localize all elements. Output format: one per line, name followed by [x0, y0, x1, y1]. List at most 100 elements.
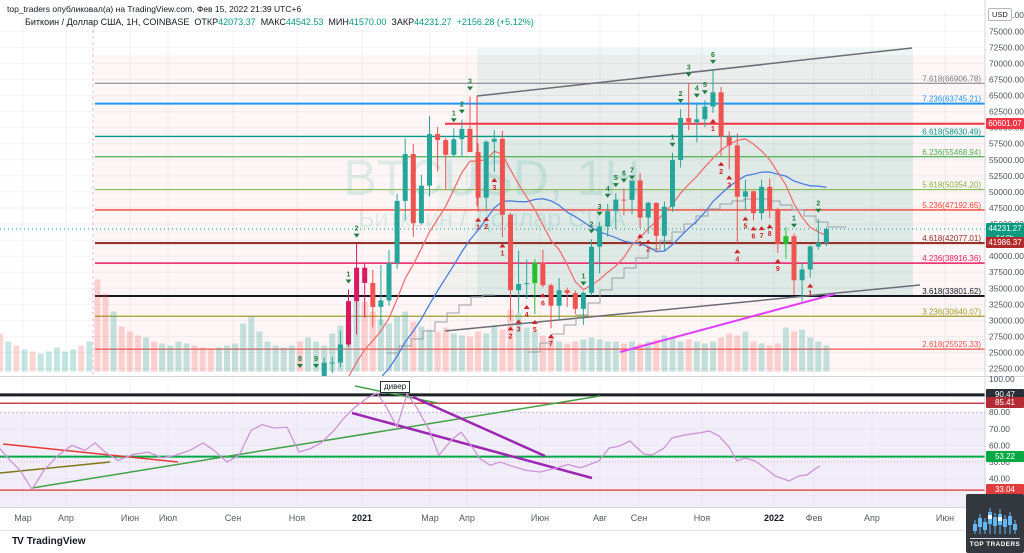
candle: [329, 362, 335, 364]
candle: [710, 92, 716, 107]
tradingview-logo-text: TradingView: [26, 536, 86, 547]
td-count: 3: [468, 78, 472, 85]
rsi-line: [0, 392, 821, 491]
publish-info: top_traders опубликовал(а) на TradingVie…: [7, 4, 302, 14]
candle: [767, 186, 773, 210]
price-axis-label: 72500.00: [989, 42, 1024, 52]
candle: [791, 236, 797, 281]
td-count: 5: [614, 175, 618, 182]
tradingview-logo-icon: TV: [12, 536, 24, 547]
td-buy-triangle: [718, 161, 725, 166]
time-axis-label: Фев: [806, 513, 823, 523]
candle: [751, 191, 756, 214]
trendline: [619, 293, 836, 353]
td-buy-triangle: [491, 177, 498, 182]
symbol-legend[interactable]: Биткоин / Доллар США, 1Н, COINBASE ОТКР42…: [25, 16, 534, 29]
chart-legend: top_traders опубликовал(а) на TradingVie…: [7, 3, 534, 29]
td-buy-triangle: [523, 304, 530, 309]
candle: [337, 344, 343, 363]
td-sell-triangle: [629, 175, 635, 180]
currency-usd-button[interactable]: USD: [988, 8, 1012, 21]
td-count: 1: [347, 272, 351, 279]
price-axis-label: 30000.00: [989, 315, 1024, 325]
candle: [459, 128, 465, 140]
candle: [637, 180, 643, 218]
time-axis-label: Апр: [459, 513, 475, 523]
td-count: 4: [735, 256, 739, 263]
td-buy-triangle: [507, 326, 514, 331]
td-count: 2: [355, 226, 359, 233]
td-buy-triangle: [499, 243, 506, 248]
price-axis-label: 35000.00: [989, 283, 1024, 293]
td-count: 1: [500, 251, 504, 258]
ma-slow-line: [381, 171, 827, 376]
price-axis-label: 27500.00: [989, 331, 1024, 341]
td-buy-triangle: [645, 239, 652, 244]
candle: [678, 118, 684, 161]
rsi-axis-label: 40.00: [989, 474, 1010, 484]
price-axis-label: 50000.00: [989, 187, 1024, 197]
td-sell-triangle: [612, 183, 619, 188]
td-sell-triangle: [450, 118, 457, 123]
td-count: 1: [476, 225, 480, 232]
divergence-label[interactable]: дивер: [380, 381, 411, 393]
time-axis-label: Апр: [864, 513, 880, 523]
time-axis-label: Июн: [531, 513, 549, 523]
td-count: 3: [727, 182, 731, 189]
time-axis-label: 2022: [764, 513, 784, 523]
td-count: 6: [541, 300, 545, 307]
candle: [580, 292, 586, 309]
td-buy-triangle: [734, 249, 741, 254]
low-label: МИН: [328, 17, 349, 27]
candle: [548, 285, 554, 306]
fib-label: 2.618(25525.33): [922, 340, 981, 349]
candle: [491, 138, 497, 142]
rsi-badge: 53.22: [986, 450, 1024, 462]
rsi-axis-label: 80.00: [989, 407, 1010, 417]
td-buy-triangle: [807, 283, 814, 288]
rsi-trendline: [354, 385, 438, 404]
td-count: 3: [687, 65, 691, 72]
td-sell-triangle: [596, 211, 603, 216]
td-count: 4: [695, 86, 699, 93]
td-count: 3: [492, 185, 496, 192]
td-buy-triangle: [539, 293, 546, 298]
td-buy-triangle: [637, 233, 644, 238]
td-sell-triangle: [620, 178, 627, 183]
candle: [670, 160, 675, 207]
trendline: [476, 47, 913, 97]
td-buy-triangle: [758, 226, 765, 231]
candle: [516, 284, 522, 291]
fib-label: 3.236(30640.07): [922, 307, 981, 316]
td-count: 4: [606, 186, 610, 193]
td-buy-triangle: [531, 319, 538, 324]
candle: [807, 246, 813, 270]
candle: [499, 138, 505, 215]
td-sell-triangle: [693, 93, 700, 98]
rsi-axis-label: 70.00: [989, 424, 1010, 434]
td-count: 7: [549, 341, 553, 348]
candle: [718, 92, 724, 137]
td-count: 4: [525, 312, 529, 319]
td-buy-triangle: [515, 319, 522, 324]
candle: [467, 128, 473, 153]
candle: [532, 262, 538, 284]
candle: [386, 263, 392, 301]
td-sell-triangle: [313, 364, 320, 368]
candle: [621, 199, 627, 201]
open-label: ОТКР: [194, 17, 219, 27]
candle: [613, 199, 619, 212]
rsi-axis-label: 50.00: [989, 457, 1010, 467]
td-count: 5: [703, 82, 707, 89]
candle: [540, 262, 546, 286]
td-count: 1: [808, 291, 812, 298]
bullish-zone-shading-2: [477, 48, 913, 296]
td-sell-triangle: [588, 229, 595, 234]
time-axis[interactable]: Мар Апр Июн Июл Сен Ноя 2021 Мар Апр Июн Авг Сен Ноя…: [14, 513, 954, 523]
tradingview-logo[interactable]: TV TradingView: [12, 536, 86, 547]
candle: [742, 191, 748, 197]
